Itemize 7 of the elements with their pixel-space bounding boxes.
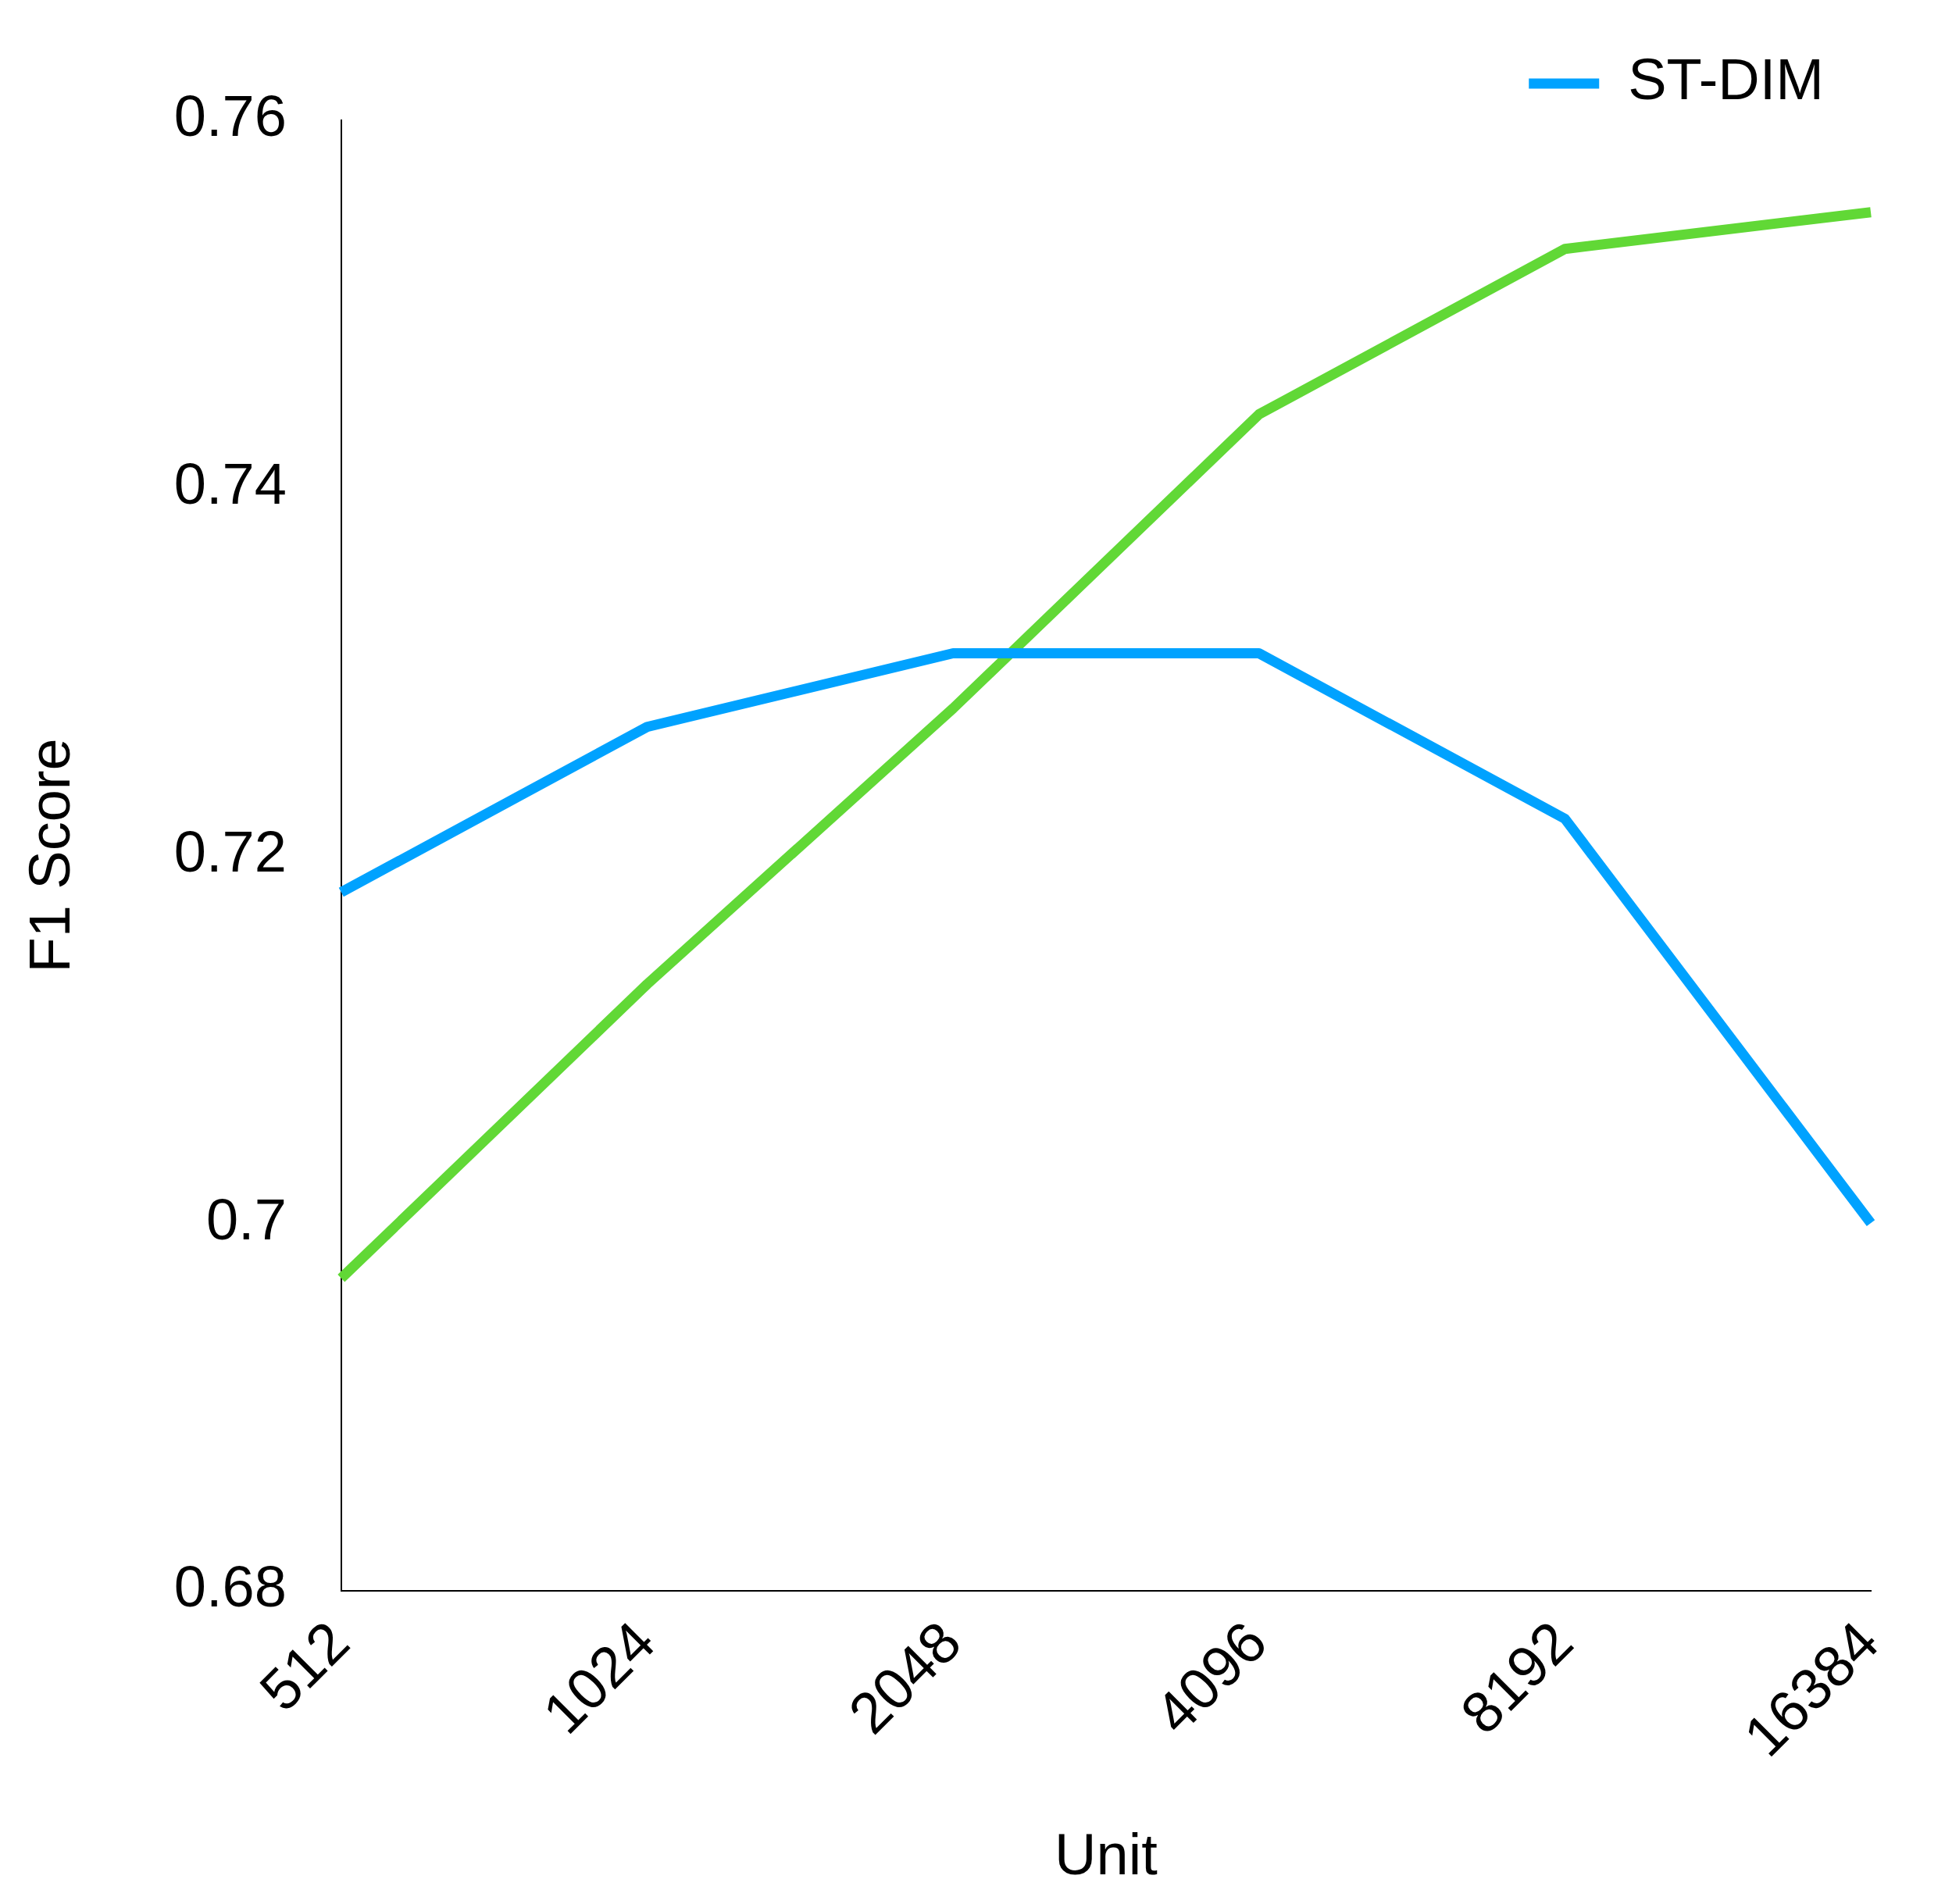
- y-tick-label: 0.72: [173, 818, 287, 884]
- y-axis-title: F1 Score: [16, 738, 82, 973]
- y-tick-label: 0.74: [173, 451, 287, 517]
- legend-label: ST-DIM: [1628, 47, 1824, 112]
- x-axis-title: Unit: [1055, 1822, 1158, 1888]
- y-tick-label: 0.76: [173, 84, 287, 149]
- y-tick-label: 0.7: [205, 1186, 287, 1252]
